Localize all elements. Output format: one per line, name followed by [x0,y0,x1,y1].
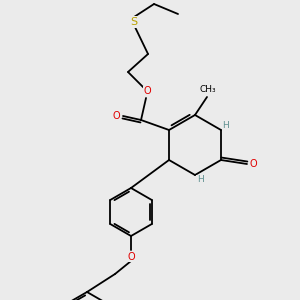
Text: O: O [143,86,151,96]
Text: O: O [127,252,135,262]
Text: S: S [130,17,138,27]
Text: CH₃: CH₃ [200,85,216,94]
Text: H: H [223,121,230,130]
Text: O: O [112,111,120,121]
Text: O: O [249,159,257,169]
Text: H: H [196,176,203,184]
